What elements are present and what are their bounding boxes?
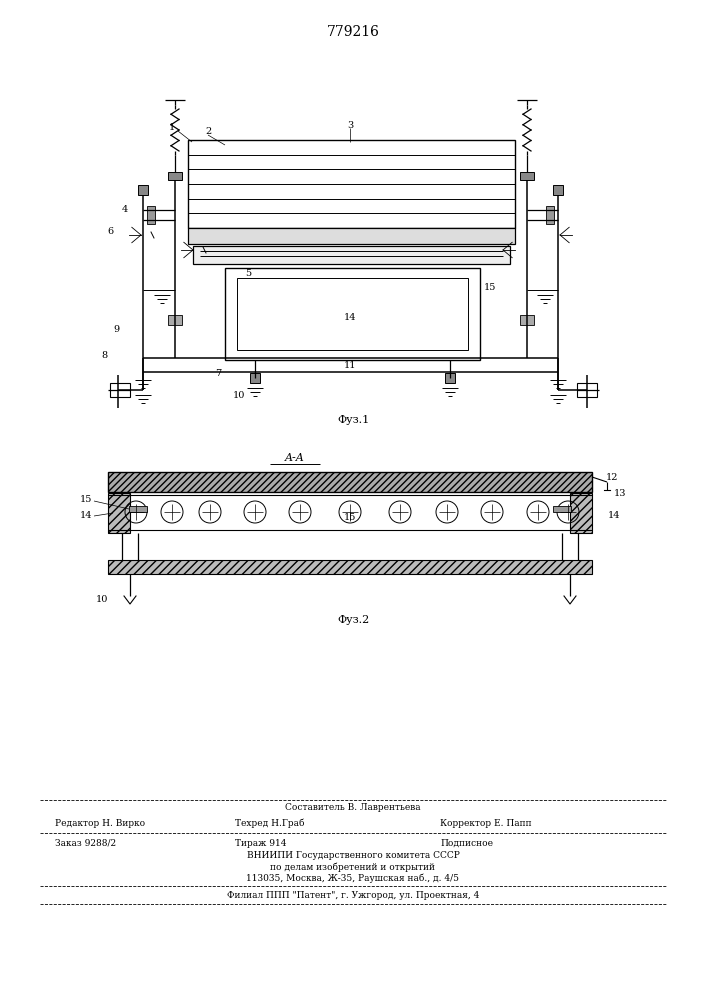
Bar (108, 493, 130, 533)
Bar (520, 172, 534, 180)
Text: 8: 8 (102, 351, 108, 360)
Text: Φуз.1: Φуз.1 (337, 415, 369, 425)
Text: Заказ 9288/2: Заказ 9288/2 (55, 838, 116, 848)
Text: Подписное: Подписное (440, 838, 493, 848)
Text: 14: 14 (344, 314, 356, 322)
Text: 5: 5 (245, 269, 251, 278)
Text: 4: 4 (122, 206, 128, 215)
Text: Составитель В. Лаврентьева: Составитель В. Лаврентьева (285, 804, 421, 812)
Bar (110, 383, 130, 397)
Text: 7: 7 (215, 368, 221, 377)
Bar (147, 206, 155, 224)
Text: 6: 6 (107, 228, 113, 236)
Text: 13: 13 (614, 489, 626, 498)
Bar (129, 506, 147, 512)
Bar (138, 185, 148, 195)
Text: 1: 1 (169, 123, 175, 132)
Text: 12: 12 (606, 474, 618, 483)
Bar (225, 268, 480, 360)
Bar (188, 140, 515, 228)
Bar (193, 246, 510, 264)
Bar (168, 315, 182, 325)
Bar (553, 506, 571, 512)
Text: A-A: A-A (285, 453, 305, 463)
Bar (520, 315, 534, 325)
Text: 11: 11 (344, 360, 356, 369)
Bar (553, 185, 563, 195)
Text: Корректор Е. Папп: Корректор Е. Папп (440, 818, 532, 828)
Text: 15: 15 (80, 495, 92, 504)
Text: 10: 10 (95, 595, 108, 604)
Bar (577, 383, 597, 397)
Bar (546, 206, 554, 224)
Text: 15: 15 (344, 514, 356, 522)
Bar (445, 373, 455, 383)
Bar (108, 560, 592, 574)
Text: 9: 9 (114, 326, 120, 334)
Text: Тираж 914: Тираж 914 (235, 838, 286, 848)
Text: Φуз.2: Φуз.2 (337, 615, 369, 625)
Text: Техред Н.Граб: Техред Н.Граб (235, 818, 305, 828)
Bar (250, 373, 260, 383)
Text: 113035, Москва, Ж-35, Раушская наб., д. 4/5: 113035, Москва, Ж-35, Раушская наб., д. … (247, 873, 460, 883)
Text: 15: 15 (484, 284, 496, 292)
Text: 14: 14 (79, 510, 92, 520)
Text: по делам изобретений и открытий: по делам изобретений и открытий (271, 862, 436, 872)
Text: 14: 14 (608, 510, 621, 520)
Text: ВНИИПИ Государственного комитета СССР: ВНИИПИ Государственного комитета СССР (247, 852, 460, 860)
Bar (168, 172, 182, 180)
Bar (188, 228, 515, 244)
Bar (237, 278, 468, 350)
Text: 2: 2 (205, 127, 211, 136)
Bar (108, 472, 592, 492)
Text: Филиал ППП "Патент", г. Ужгород, ул. Проектная, 4: Филиал ППП "Патент", г. Ужгород, ул. Про… (227, 892, 479, 900)
Text: 3: 3 (347, 121, 353, 130)
Text: 10: 10 (233, 390, 245, 399)
Text: Редактор Н. Вирко: Редактор Н. Вирко (55, 818, 145, 828)
Text: 779216: 779216 (327, 25, 380, 39)
Bar (570, 493, 592, 533)
